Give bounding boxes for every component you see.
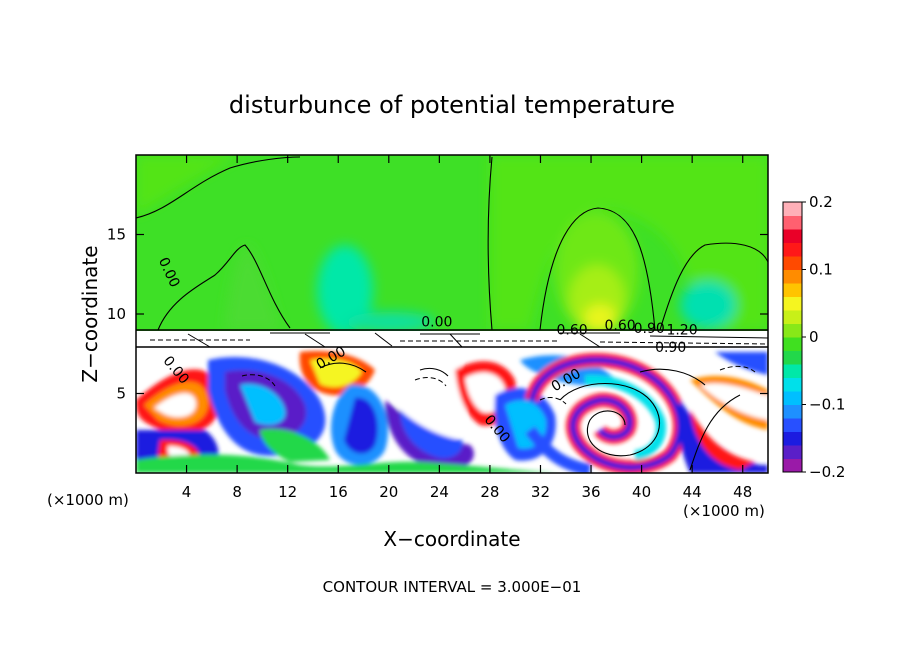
- x-axis-label: X−coordinate: [383, 527, 520, 551]
- colorbar-swatch: [783, 310, 802, 324]
- colorbar-swatch: [783, 391, 802, 405]
- y-tick-label: 15: [107, 226, 126, 244]
- contour-lines: [136, 156, 768, 471]
- negative-contour-lines: [241, 365, 756, 405]
- colorbar-swatch: [783, 377, 802, 392]
- chart-title: disturbunce of potential temperature: [229, 91, 675, 119]
- x-tick-label: 32: [531, 483, 550, 501]
- colorbar-tick-label: −0.1: [809, 396, 845, 414]
- colorbar-swatch: [783, 445, 802, 459]
- y-tick-label: 10: [107, 305, 126, 323]
- colorbar-swatch: [783, 323, 802, 338]
- x-tick-label: 36: [581, 483, 600, 501]
- colorbar-swatch: [783, 458, 802, 473]
- colorbar-tick-label: 0: [809, 328, 819, 346]
- x-tick-label: 48: [733, 483, 752, 501]
- colorbar-swatch: [783, 418, 802, 432]
- colorbar-swatch: [783, 404, 802, 419]
- colorbar-swatch: [783, 283, 802, 297]
- colorbar-swatch: [783, 202, 802, 216]
- x-tick-label: 44: [683, 483, 702, 501]
- upper-field-anomalies: [136, 155, 768, 335]
- contour-interval-note: CONTOUR INTERVAL = 3.000E−01: [323, 578, 582, 596]
- plot-field: 0.000.00 0.60 0.600.90 1.200.900.000.00 0.00…: [136, 155, 768, 473]
- colorbar-swatch: [783, 364, 802, 378]
- colorbar-tick-label: 0.2: [809, 193, 833, 211]
- contour-label: 0.60: [605, 318, 636, 334]
- lower-field-eddies: [136, 350, 768, 473]
- colorbar: 0.2 0.1 0 −0.1 −0.2: [782, 193, 845, 481]
- contour-label: 0.90: [634, 321, 665, 337]
- y-tick-label: 5: [116, 385, 126, 403]
- x-unit-label-left: (×1000 m): [47, 491, 129, 509]
- contour-label: 0.00: [421, 315, 452, 331]
- colorbar-swatch: [783, 269, 802, 284]
- x-tick-label: 28: [480, 483, 499, 501]
- y-axis-label: Z−coordinate: [78, 245, 102, 382]
- colorbar-swatch: [783, 215, 802, 230]
- contour-label: 1.20: [666, 323, 697, 339]
- colorbar-swatch: [783, 431, 802, 446]
- colorbar-tick-label: 0.1: [809, 261, 833, 279]
- x-tick-label: 24: [430, 483, 449, 501]
- x-tick-label: 8: [232, 483, 242, 501]
- transition-band: [136, 331, 768, 347]
- x-tick-label: 4: [182, 483, 192, 501]
- contour-label: 0.90: [655, 340, 686, 356]
- colorbar-tick-label: −0.2: [809, 463, 845, 481]
- x-tick-label: 16: [329, 483, 348, 501]
- colorbar-swatch: [783, 229, 802, 243]
- x-tick-label: 40: [632, 483, 651, 501]
- colorbar-swatch: [783, 296, 802, 311]
- colorbar-swatch: [783, 242, 802, 257]
- x-unit-label-right: (×1000 m): [683, 502, 765, 520]
- colorbar-swatch: [783, 256, 802, 270]
- colorbar-swatch: [783, 350, 802, 365]
- colorbar-swatch: [783, 337, 802, 351]
- x-tick-label: 20: [379, 483, 398, 501]
- x-tick-label: 12: [278, 483, 297, 501]
- contour-label: 0.60: [556, 323, 587, 339]
